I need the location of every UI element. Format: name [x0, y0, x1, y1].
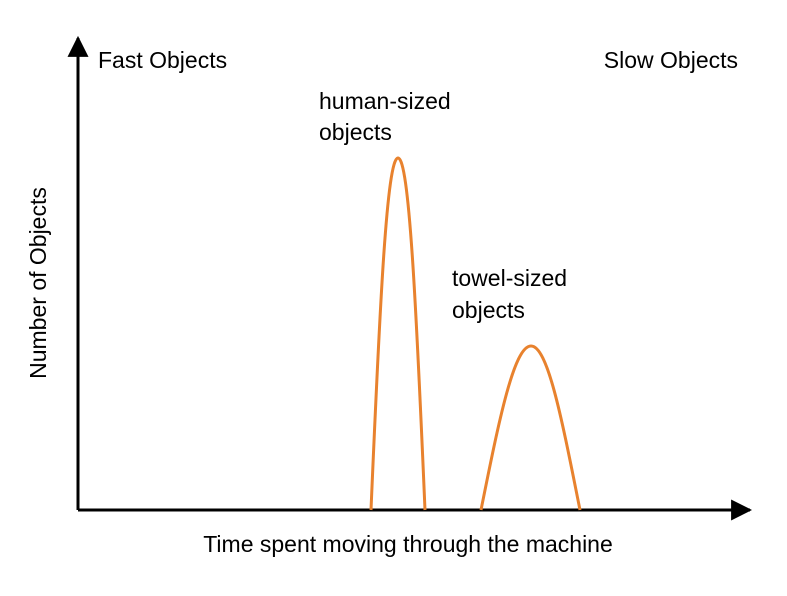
y-axis-label: Number of Objects [25, 187, 51, 379]
fast-label: Fast Objects [98, 47, 227, 73]
annotation-line: human-sized [319, 88, 451, 114]
annotation-line: objects [319, 119, 392, 145]
x-axis-label: Time spent moving through the machine [203, 531, 613, 557]
human-curve [369, 156, 427, 511]
annotation-line: towel-sized [452, 265, 567, 291]
slow-label: Slow Objects [604, 47, 738, 73]
towel-curve [479, 344, 582, 511]
annotation-line: objects [452, 297, 525, 323]
